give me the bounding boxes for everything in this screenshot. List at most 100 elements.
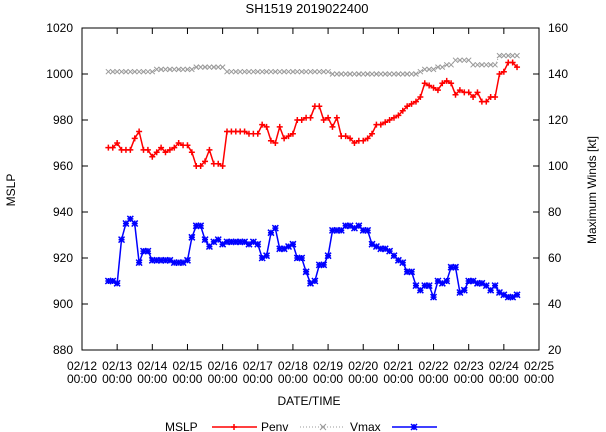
legend-label-vmax: Vmax: [350, 420, 381, 432]
point-penv: [399, 107, 406, 114]
point-mslp: [131, 68, 138, 75]
point-vmax: [350, 224, 358, 232]
point-mslp: [228, 68, 235, 75]
legend-title-mslp: MSLP: [165, 420, 198, 432]
point-vmax: [210, 238, 218, 246]
point-vmax: [342, 222, 350, 230]
x-tick-label-date: 02/14: [137, 359, 167, 373]
point-penv: [325, 114, 332, 121]
point-penv: [149, 153, 156, 160]
point-penv: [158, 144, 165, 151]
point-vmax: [161, 256, 170, 264]
point-mslp: [224, 68, 230, 75]
y-tick-label-left: 900: [53, 297, 73, 311]
point-mslp: [426, 66, 432, 73]
point-vmax: [126, 215, 134, 223]
point-penv: [329, 123, 336, 130]
point-penv: [509, 59, 516, 66]
point-vmax: [267, 229, 275, 237]
point-mslp: [421, 66, 428, 73]
point-mslp: [470, 61, 476, 68]
point-penv: [316, 103, 323, 110]
point-mslp: [325, 68, 331, 75]
point-mslp: [123, 68, 129, 75]
point-vmax: [245, 240, 253, 248]
point-penv: [342, 133, 349, 140]
point-penv: [259, 121, 266, 128]
point-mslp: [312, 68, 318, 75]
point-vmax: [271, 224, 279, 232]
point-mslp: [329, 71, 336, 77]
point-penv: [386, 117, 393, 123]
y-axis-label-right: Maximum Winds [kt]: [585, 136, 599, 244]
point-penv: [281, 135, 288, 142]
point-penv: [369, 130, 376, 137]
point-penv: [492, 94, 499, 100]
series-mslp: [105, 52, 520, 77]
point-mslp: [382, 71, 389, 77]
y-tick-label-left: 920: [53, 251, 73, 265]
point-mslp: [136, 68, 142, 75]
point-mslp: [465, 57, 472, 64]
point-penv: [474, 89, 481, 96]
point-penv: [412, 98, 419, 105]
point-mslp: [127, 68, 134, 75]
point-vmax: [311, 277, 319, 285]
point-mslp: [461, 57, 468, 64]
point-vmax: [166, 256, 174, 264]
point-mslp: [347, 71, 353, 77]
x-tick-label-time: 00:00: [172, 372, 202, 386]
point-penv: [127, 146, 134, 153]
point-vmax: [416, 286, 424, 294]
x-tick-labels: 02/1200:0002/1300:0002/1400:0002/1500:00…: [67, 359, 554, 386]
point-penv: [382, 119, 389, 126]
point-vmax: [320, 261, 328, 269]
point-penv: [364, 135, 371, 142]
point-mslp: [272, 68, 279, 75]
x-tick-label-time: 00:00: [524, 372, 554, 386]
y-tick-label-left: 980: [53, 113, 73, 127]
point-mslp: [263, 68, 270, 75]
point-vmax: [153, 256, 161, 264]
x-tick-label-date: 02/15: [172, 359, 202, 373]
series-line-penv: [108, 61, 518, 168]
point-vmax: [399, 259, 407, 267]
point-mslp: [290, 68, 296, 75]
point-mslp: [184, 66, 191, 73]
point-penv: [470, 94, 477, 100]
point-vmax: [113, 279, 121, 287]
point-penv: [500, 68, 507, 75]
point-mslp: [417, 68, 424, 75]
x-tick-label-time: 00:00: [243, 372, 273, 386]
point-penv: [408, 100, 415, 107]
point-vmax: [421, 282, 429, 290]
point-vmax: [135, 259, 143, 267]
point-mslp: [404, 71, 411, 77]
y-tick-label-left: 880: [53, 343, 73, 357]
point-mslp: [430, 66, 437, 73]
point-vmax: [412, 282, 420, 290]
point-penv: [109, 144, 116, 151]
point-penv: [114, 140, 121, 146]
x-axis-label: DATE/TIME: [277, 394, 340, 408]
point-penv: [465, 89, 472, 96]
point-mslp: [197, 64, 204, 70]
point-mslp: [408, 71, 415, 77]
point-mslp: [109, 68, 116, 75]
point-mslp: [452, 57, 459, 64]
point-mslp: [189, 66, 195, 73]
point-vmax: [359, 226, 367, 234]
point-mslp: [215, 64, 222, 70]
point-vmax: [465, 277, 473, 285]
point-vmax: [157, 256, 165, 264]
point-vmax: [298, 254, 306, 262]
point-vmax: [377, 245, 385, 253]
x-tick-label-date: 02/19: [313, 359, 343, 373]
point-vmax: [236, 238, 244, 246]
point-vmax: [122, 219, 130, 228]
point-penv: [144, 146, 151, 153]
point-vmax: [495, 288, 503, 297]
point-mslp: [443, 61, 450, 68]
point-vmax: [170, 259, 178, 267]
